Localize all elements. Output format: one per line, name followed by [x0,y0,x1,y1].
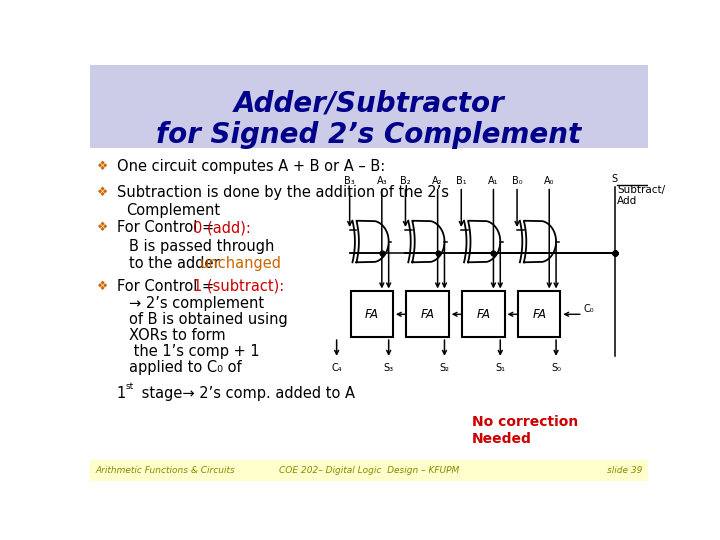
Text: B₃: B₃ [344,176,355,186]
Text: C₁: C₁ [528,305,539,314]
Text: For Control =: For Control = [117,279,219,294]
Text: S₁: S₁ [495,363,505,373]
Text: stage→ 2’s comp. added to A: stage→ 2’s comp. added to A [138,386,356,401]
Text: for Signed 2’s Complement: for Signed 2’s Complement [156,120,582,148]
Text: the 1’s comp + 1: the 1’s comp + 1 [129,344,260,359]
Text: Needed: Needed [472,432,532,446]
Text: S: S [611,174,618,184]
Text: Add: Add [617,196,638,206]
Text: applied to C₀ of: applied to C₀ of [129,360,242,375]
Text: S₂: S₂ [439,363,449,373]
Text: to the adder: to the adder [129,256,225,271]
Text: B is passed through: B is passed through [129,239,274,254]
Text: ❖: ❖ [96,280,108,293]
Text: unchanged: unchanged [199,256,282,271]
Bar [90,460,648,481]
Text: FA: FA [532,308,546,321]
Text: For Control =: For Control = [117,220,219,235]
Text: → 2’s complement: → 2’s complement [129,295,264,310]
Bar [518,292,560,337]
Text: S₃: S₃ [384,363,394,373]
Text: FA: FA [365,308,379,321]
Text: ❖: ❖ [96,186,108,199]
Polygon shape [524,221,556,262]
Text: No correction: No correction [472,415,578,429]
Text: st: st [125,382,133,391]
Text: slide 39: slide 39 [607,465,642,475]
Text: ❖: ❖ [96,160,108,173]
Text: of B is obtained using: of B is obtained using [129,312,288,327]
Text: 1: 1 [117,386,126,401]
Text: XORs to form: XORs to form [129,328,225,342]
Text: COE 202– Digital Logic  Design – KFUPM: COE 202– Digital Logic Design – KFUPM [279,465,459,475]
Text: C₃: C₃ [416,305,427,314]
Text: 0 (add):: 0 (add): [193,220,251,235]
Text: A₀: A₀ [544,176,554,186]
Text: ❖: ❖ [96,221,108,234]
Text: One circuit computes A + B or A – B:: One circuit computes A + B or A – B: [117,159,385,174]
Text: C₂: C₂ [472,305,483,314]
Text: A₁: A₁ [488,176,499,186]
Bar [90,65,648,148]
Text: Adder/Subtractor: Adder/Subtractor [233,90,505,118]
Text: C₄: C₄ [331,363,342,373]
Bar [351,292,393,337]
Polygon shape [356,221,389,262]
Bar [462,292,505,337]
Polygon shape [468,221,500,262]
Text: C₀: C₀ [584,305,595,314]
Text: Subtraction is done by the addition of the 2’s: Subtraction is done by the addition of t… [117,185,449,200]
Text: B₀: B₀ [512,176,523,186]
Text: FA: FA [420,308,435,321]
Text: Arithmetic Functions & Circuits: Arithmetic Functions & Circuits [96,465,235,475]
Text: 1 (subtract):: 1 (subtract): [193,279,284,294]
Text: S₀: S₀ [551,363,561,373]
Text: Complement: Complement [126,203,220,218]
Text: Subtract/: Subtract/ [617,185,665,194]
Text: B₁: B₁ [456,176,467,186]
Text: B₂: B₂ [400,176,411,186]
Bar [406,292,449,337]
Text: FA: FA [477,308,490,321]
Text: A₂: A₂ [433,176,443,186]
Text: A₃: A₃ [377,176,387,186]
Polygon shape [413,221,444,262]
